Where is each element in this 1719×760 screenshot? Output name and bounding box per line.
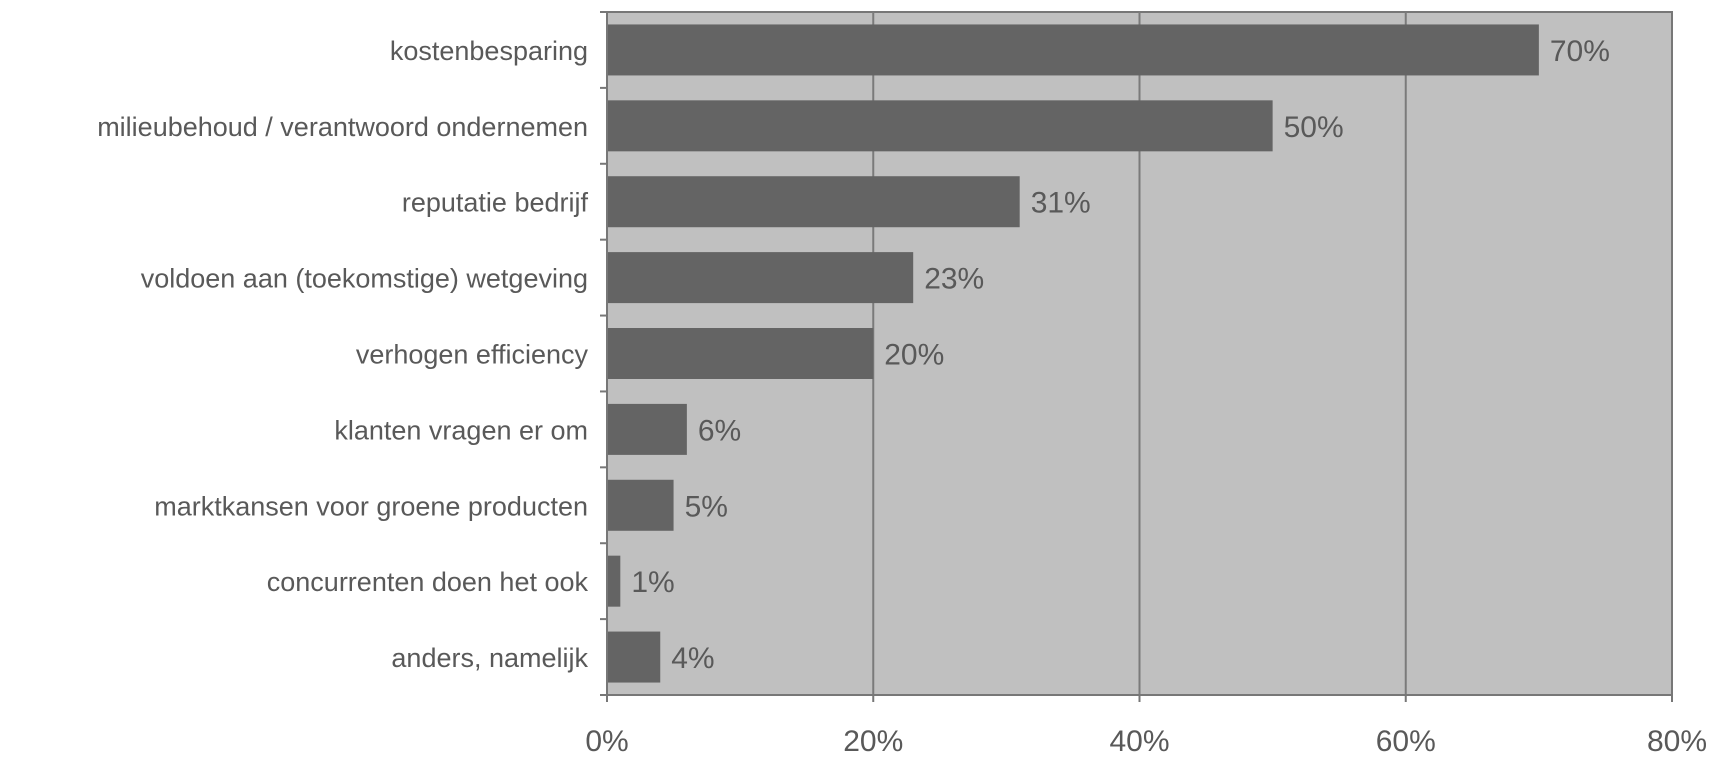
bar-6 (607, 479, 674, 531)
category-label-0: kostenbesparing (390, 36, 588, 66)
data-label-6: 5% (685, 490, 728, 523)
category-label-1: milieubehoud / verantwoord ondernemen (97, 112, 588, 142)
data-label-3: 23% (924, 263, 984, 296)
x-tick-label-1: 20% (843, 725, 903, 758)
bar-8 (607, 631, 661, 683)
bars (607, 24, 1539, 683)
data-label-5: 6% (698, 414, 741, 447)
category-label-6: marktkansen voor groene producten (154, 491, 588, 521)
bar-1 (607, 100, 1273, 152)
x-tick-label-0: 0% (585, 725, 628, 758)
data-label-2: 31% (1031, 187, 1091, 220)
bar-2 (607, 176, 1020, 228)
data-label-1: 50% (1284, 111, 1344, 144)
x-tick-label-4: 80% (1647, 725, 1707, 758)
category-label-5: klanten vragen er om (334, 415, 588, 445)
category-label-7: concurrenten doen het ook (267, 567, 589, 597)
bar-3 (607, 252, 914, 304)
data-label-7: 1% (631, 566, 674, 599)
axes (600, 11, 1673, 702)
x-tick-label-3: 60% (1376, 725, 1436, 758)
x-tick-labels: 0% 20% 40% 60% 80% (585, 725, 1707, 758)
data-labels: 70% 50% 31% 23% 20% 6% 5% 1% 4% (631, 35, 1610, 675)
data-label-0: 70% (1550, 35, 1610, 68)
bar-4 (607, 328, 874, 379)
category-label-3: voldoen aan (toekomstige) wetgeving (141, 264, 588, 294)
data-label-8: 4% (671, 642, 714, 675)
x-tick-label-2: 40% (1109, 725, 1169, 758)
category-label-2: reputatie bedrijf (402, 188, 589, 218)
category-labels: kostenbesparing milieubehoud / verantwoor… (97, 36, 588, 673)
category-label-8: anders, namelijk (391, 643, 588, 673)
data-label-4: 20% (884, 339, 944, 372)
category-label-4: verhogen efficiency (356, 340, 589, 370)
bar-0 (607, 24, 1539, 76)
bar-7 (607, 555, 621, 607)
bar-5 (607, 403, 687, 455)
